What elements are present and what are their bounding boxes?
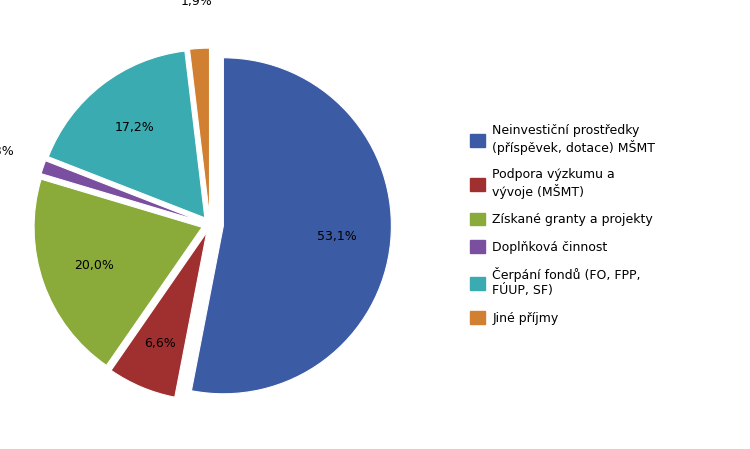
Wedge shape <box>191 58 392 394</box>
Text: 20,0%: 20,0% <box>74 259 114 272</box>
Text: 17,2%: 17,2% <box>115 121 154 134</box>
Text: 53,1%: 53,1% <box>317 230 357 243</box>
Text: 6,6%: 6,6% <box>144 337 176 350</box>
Wedge shape <box>111 232 207 397</box>
Wedge shape <box>34 179 202 365</box>
Wedge shape <box>190 48 209 216</box>
Text: 1,3%: 1,3% <box>0 145 14 158</box>
Wedge shape <box>41 161 202 222</box>
Text: 1,9%: 1,9% <box>181 0 212 8</box>
Legend: Neinvestiční prostředky
(příspěvek, dotace) MŠMT, Podpora výzkumu a
vývoje (MŠMT: Neinvestiční prostředky (příspěvek, dota… <box>470 124 656 325</box>
Wedge shape <box>48 51 205 218</box>
